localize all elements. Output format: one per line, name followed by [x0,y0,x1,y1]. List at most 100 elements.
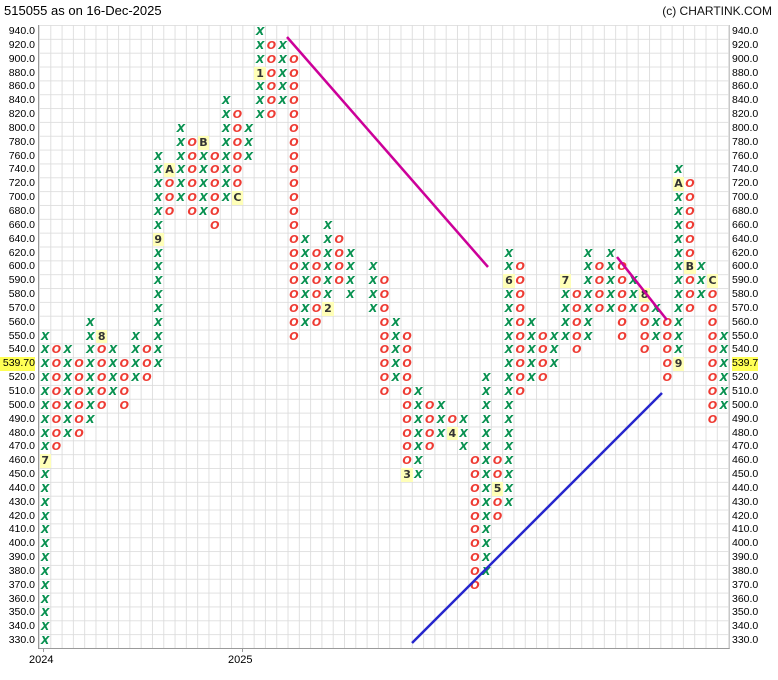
x-box: X [154,288,163,302]
o-box: O [210,204,220,218]
x-box: X [504,454,514,468]
o-box: O [594,301,605,315]
y-axis-label: 720.0 [732,177,759,190]
o-box: O [97,343,107,357]
y-axis-label: 500.0 [8,398,35,411]
o-box: O [289,66,299,80]
x-box: X [86,398,95,412]
x-box: X [504,329,514,343]
x-box: X [651,315,661,329]
o-box: O [289,163,299,177]
x-box: X [301,246,310,260]
month-marker: 3 [401,468,413,482]
o-box: O [402,343,412,357]
o-box: O [515,315,525,329]
x-box: X [504,468,514,482]
x-box: X [154,274,163,288]
x-box: X [504,343,514,357]
x-box: X [40,523,50,537]
o-box: O [266,38,277,52]
y-axis-label: 380.0 [8,564,35,577]
x-box: X [482,564,491,578]
o-box: O [470,523,480,537]
y-axis-label: 420.0 [8,509,35,522]
x-box: X [323,260,333,274]
o-box: O [210,177,220,191]
o-box: O [51,357,62,371]
x-box: X [629,301,638,315]
o-box: O [51,412,62,426]
x-box: X [199,204,208,218]
y-axis-label: 860.0 [8,80,35,93]
x-box: X [391,315,401,329]
x-box: X [40,564,50,578]
month-marker: 2 [322,301,334,316]
o-box: O [685,204,695,218]
o-box: O [425,440,435,454]
o-box: O [617,274,627,288]
o-box: O [379,288,390,302]
x-box: X [719,329,729,343]
x-box: X [221,94,231,108]
y-axis-label: 330.0 [732,634,759,647]
x-box: X [40,371,50,385]
o-box: O [97,398,107,412]
o-box: O [187,191,197,205]
x-box: X [86,412,95,426]
x-box: X [301,274,310,288]
o-box: O [402,384,412,398]
x-box: X [108,371,118,385]
o-box: O [379,274,390,288]
x-box: X [629,274,638,288]
o-box: O [119,371,129,385]
y-axis-label: 490.0 [732,412,759,425]
x-box: X [368,274,378,288]
o-box: O [470,564,480,578]
x-box: X [719,343,729,357]
x-box: X [86,357,95,371]
o-box: O [470,495,480,509]
x-box: X [86,384,95,398]
x-box: X [221,108,231,122]
o-box: O [685,301,695,315]
x-box: X [674,288,683,302]
month-marker: 8 [638,288,651,302]
o-box: O [707,371,718,385]
x-box: X [154,163,163,177]
o-box: O [707,315,718,329]
x-box: X [527,357,536,371]
y-axis-label: 680.0 [732,204,759,217]
o-box: O [639,329,650,343]
chart-title: 515055 as on 16-Dec-2025 [4,3,162,18]
y-axis-label: 780.0 [732,135,759,148]
x-box: X [606,260,615,274]
o-box: O [74,426,84,440]
o-box: O [289,108,299,122]
x-box: X [301,232,310,246]
x-box: X [176,149,186,163]
o-box: O [289,260,299,274]
o-box: O [266,94,277,108]
x-box: X [414,426,423,440]
y-axis-label: 700.0 [732,191,759,204]
y-axis-label: 410.0 [732,523,759,536]
o-box: O [266,52,277,66]
x-box: X [549,357,559,371]
o-box: O [289,246,299,260]
o-box: O [164,177,175,191]
x-box: X [40,343,50,357]
o-box: O [97,371,107,385]
o-box: O [515,343,525,357]
x-box: X [414,398,423,412]
x-box: X [391,343,401,357]
y-axis-label: 760.0 [8,149,35,162]
y-axis-label: 620.0 [732,246,759,259]
x-box: X [504,260,514,274]
o-box: O [379,315,390,329]
o-box: O [289,274,299,288]
y-axis-label: 460.0 [732,454,759,467]
x-box: X [606,246,615,260]
y-axis-label: 380.0 [732,564,759,577]
x-box: X [482,551,491,565]
x-box: X [606,301,615,315]
